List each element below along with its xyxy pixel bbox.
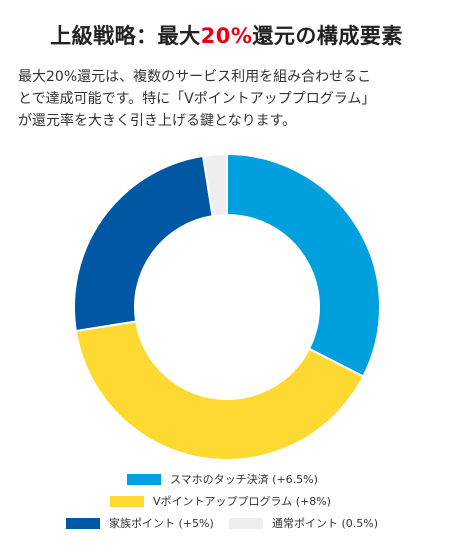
title-highlight: 20%: [200, 24, 253, 48]
legend-swatch: [229, 517, 263, 529]
description-line: 最大20%還元は、複数のサービス利用を組み合わせるこ: [18, 69, 372, 85]
slice-family-points: [73, 154, 214, 333]
description: 最大20%還元は、複数のサービス利用を組み合わせるこ とで達成可能です。特に「V…: [18, 66, 438, 132]
legend-label: 通常ポイント (0.5%): [272, 517, 379, 530]
legend-label: Vポイントアッププログラム (+8%): [153, 495, 331, 508]
legend-swatch: [110, 495, 144, 507]
slice-touch-payment: [226, 152, 381, 378]
legend-swatch: [127, 473, 161, 485]
legend-item-v-point-up: Vポイントアッププログラム (+8%): [110, 493, 331, 509]
title-suffix: 還元の構成要素: [252, 24, 403, 48]
legend-label: スマホのタッチ決済 (+6.5%): [170, 473, 318, 486]
legend-item-touch-payment: スマホのタッチ決済 (+6.5%): [127, 471, 318, 487]
legend-swatch: [66, 517, 100, 529]
slice-normal-points: [201, 152, 228, 218]
legend-item-family-points: 家族ポイント (+5%): [66, 515, 214, 531]
slice-v-point-up: [74, 320, 365, 460]
donut-chart: [73, 152, 381, 460]
legend-label: 家族ポイント (+5%): [109, 517, 214, 530]
description-line: が還元率を大きく引き上げる鍵となります。: [18, 113, 297, 129]
legend-item-normal-points: 通常ポイント (0.5%): [229, 515, 378, 531]
description-line: とで達成可能です。特に「Vポイントアッププログラム」: [18, 91, 376, 107]
page-title: 上級戦略：最大20%還元の構成要素: [0, 20, 453, 50]
title-prefix: 上級戦略：最大: [50, 24, 201, 48]
